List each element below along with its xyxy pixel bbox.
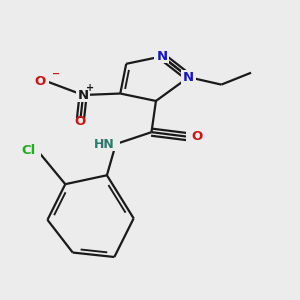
Bar	[154, 50, 169, 63]
Bar	[100, 137, 119, 151]
Text: +: +	[86, 82, 94, 93]
Text: N: N	[78, 88, 89, 101]
Text: −: −	[52, 69, 60, 79]
Bar	[37, 75, 49, 88]
Text: O: O	[35, 75, 46, 88]
Text: N: N	[156, 50, 167, 63]
Text: N: N	[183, 71, 194, 84]
Text: O: O	[192, 130, 203, 143]
Text: O: O	[74, 115, 86, 128]
Bar	[76, 88, 90, 102]
Bar	[24, 143, 41, 157]
Bar	[74, 118, 86, 131]
Bar	[181, 70, 196, 84]
Text: Cl: Cl	[21, 143, 36, 157]
Bar	[186, 130, 198, 143]
Text: HN: HN	[94, 138, 114, 151]
